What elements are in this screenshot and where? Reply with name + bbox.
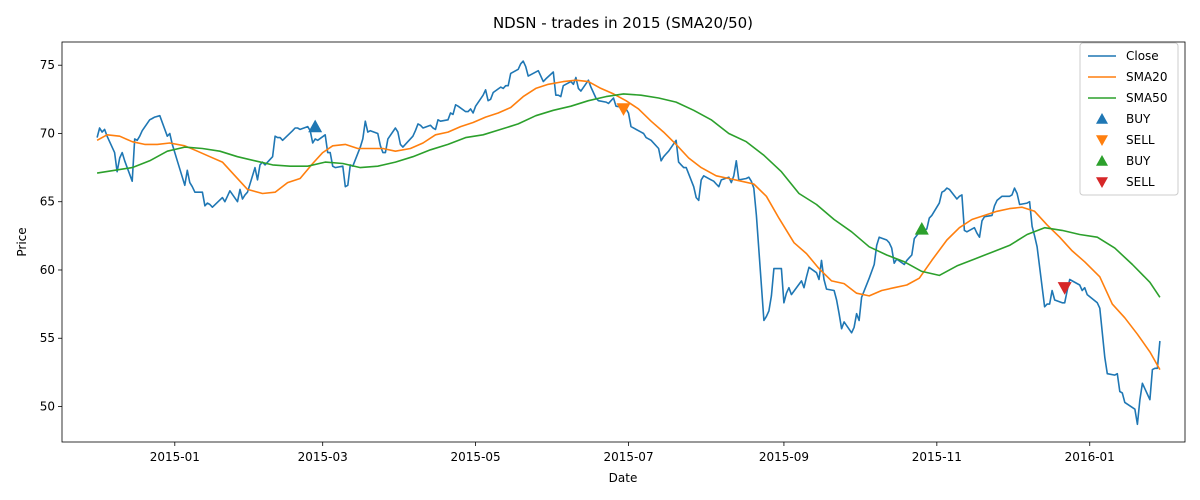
series-layer (96, 60, 1161, 426)
legend-label-buy-3: BUY (1126, 154, 1151, 168)
y-tick-label: 50 (40, 400, 55, 414)
y-tick-label: 65 (40, 195, 55, 209)
y-tick-label: 70 (40, 126, 55, 140)
legend-swatch-buy-1 (1096, 113, 1108, 124)
x-tick-label: 2015-01 (150, 450, 200, 464)
x-tick-label: 2015-11 (912, 450, 962, 464)
x-tick-label: 2015-09 (759, 450, 809, 464)
y-axis-label: Price (15, 227, 29, 256)
y-tick-label: 60 (40, 263, 55, 277)
legend-box (1079, 42, 1179, 196)
x-tick-label: 2015-07 (603, 450, 653, 464)
x-tick-label: 2016-01 (1065, 450, 1115, 464)
legend-swatch-buy-3 (1096, 155, 1108, 166)
marker-buy-3 (914, 222, 929, 235)
legend: Close SMA20 SMA50 BUY SELL BUY SELL (1079, 42, 1179, 196)
trade-markers (308, 103, 1072, 295)
plot-area-frame (61, 41, 1186, 443)
x-tick-label: 2015-05 (451, 450, 501, 464)
legend-label-sma20: SMA20 (1126, 70, 1167, 84)
y-tick-label: 55 (40, 331, 55, 345)
marker-sell-4 (1057, 282, 1072, 295)
legend-swatch-sell-2 (1096, 135, 1108, 146)
legend-label-buy-1: BUY (1126, 112, 1151, 126)
legend-swatch-sell-4 (1096, 177, 1108, 188)
series-line-close (96, 60, 1161, 426)
legend-label-sma50: SMA50 (1126, 91, 1167, 105)
series-line-sma20 (96, 79, 1161, 370)
legend-label-sell-2: SELL (1126, 133, 1155, 147)
legend-label-sell-4: SELL (1126, 175, 1155, 189)
marker-buy-1 (308, 119, 323, 133)
y-axis-ticks: 50 55 60 65 70 75 (40, 58, 62, 414)
x-axis-label: Date (609, 471, 638, 485)
x-axis-ticks: 2015-01 2015-03 2015-05 2015-07 2015-09 2015-… (150, 442, 1115, 464)
x-tick-label: 2015-03 (298, 450, 348, 464)
y-tick-label: 75 (40, 58, 55, 72)
series-line-sma50 (96, 93, 1161, 298)
marker-sell-2 (616, 103, 631, 116)
legend-label-close: Close (1126, 49, 1159, 63)
legend-items: Close SMA20 SMA50 BUY SELL BUY SELL (1088, 49, 1167, 189)
chart-title: NDSN - trades in 2015 (SMA20/50) (493, 14, 753, 32)
